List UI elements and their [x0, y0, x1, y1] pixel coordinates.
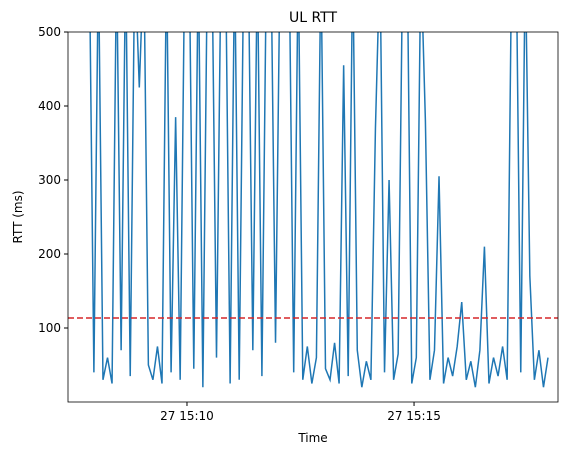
y-axis-label: RTT (ms)	[11, 190, 25, 243]
y-tick-label: 400	[38, 99, 61, 113]
x-tick-label: 27 15:15	[387, 409, 441, 423]
y-tick-label: 500	[38, 25, 61, 39]
x-tick-label: 27 15:10	[160, 409, 214, 423]
y-tick-label: 300	[38, 173, 61, 187]
y-tick-label: 100	[38, 321, 61, 335]
data-line	[89, 32, 549, 388]
chart-title: UL RTT	[289, 10, 338, 26]
plot-frame	[67, 31, 559, 403]
y-tick-label: 200	[38, 247, 61, 261]
x-axis-label: Time	[297, 431, 327, 445]
